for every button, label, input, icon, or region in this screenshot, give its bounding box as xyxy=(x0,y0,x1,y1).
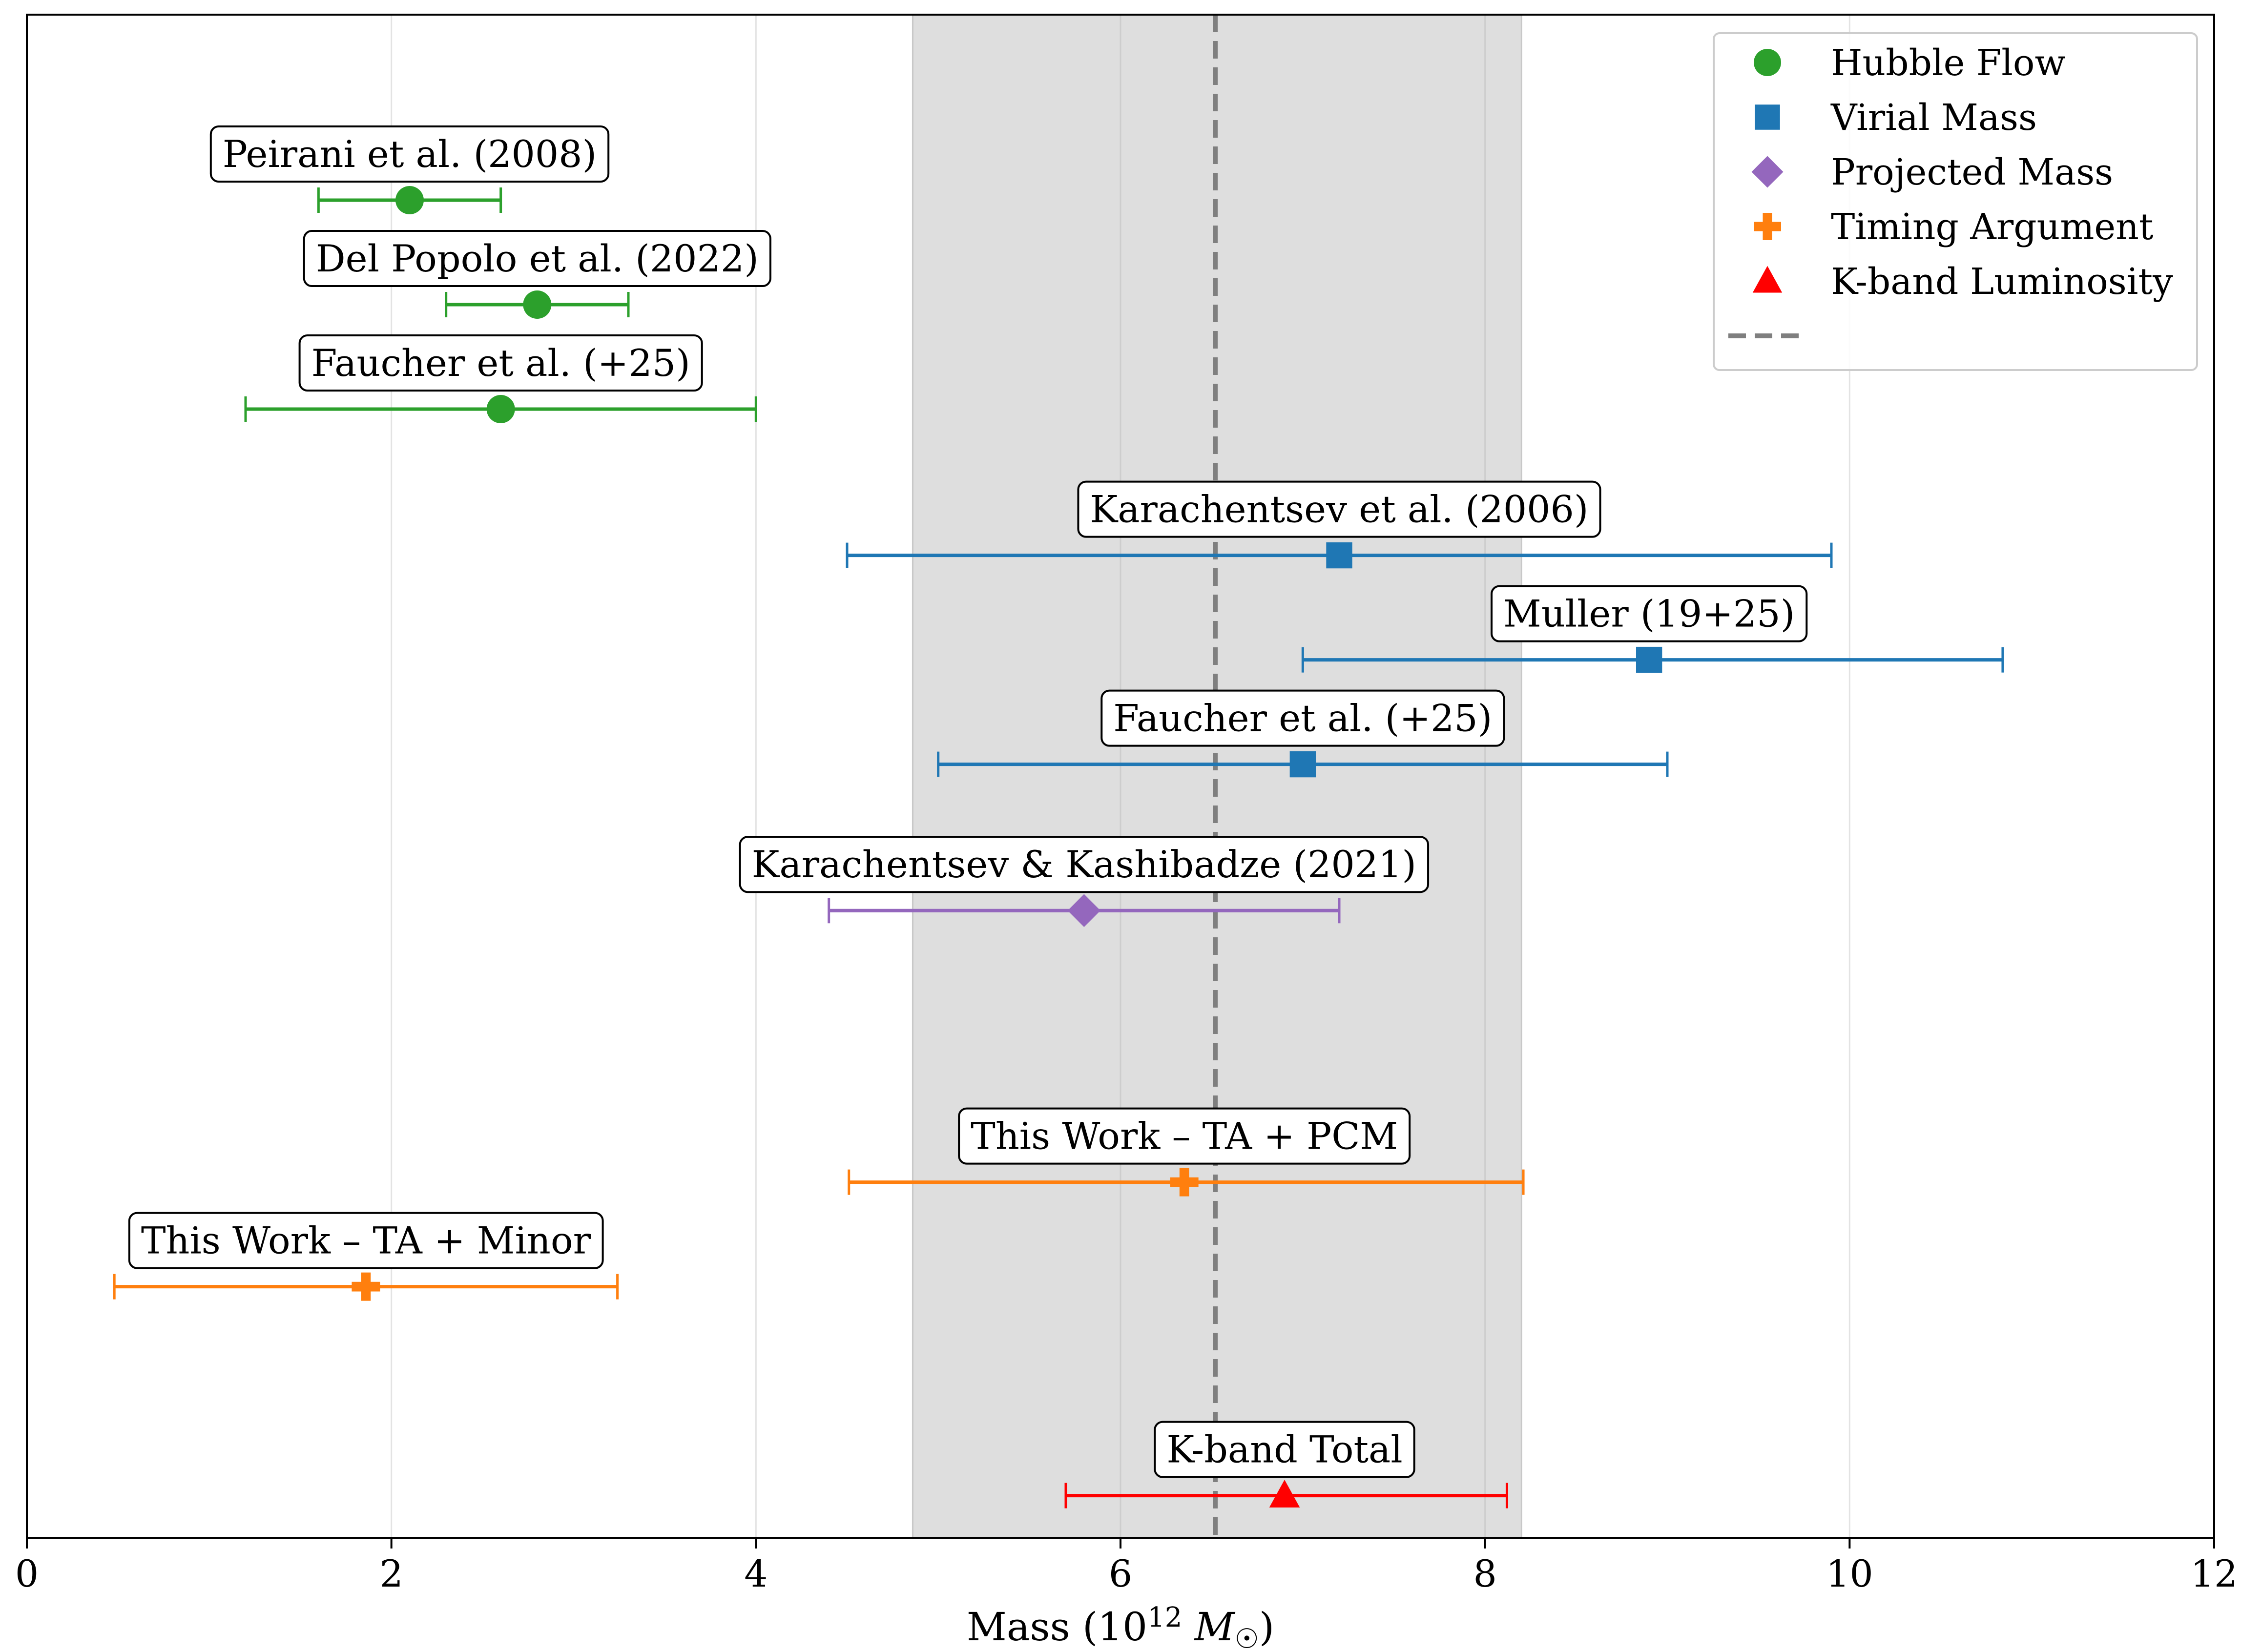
data-point: Del Popolo et al. (2022) xyxy=(303,230,771,319)
point-label: Faucher et al. (+25) xyxy=(1100,689,1505,747)
point-label: Faucher et al. (+25) xyxy=(298,334,703,392)
legend-marker xyxy=(1751,156,1784,188)
point-marker xyxy=(1269,1480,1300,1507)
data-point: Peirani et al. (2008) xyxy=(209,125,610,214)
point-label: This Work – TA + Minor xyxy=(128,1212,604,1269)
point-label-box xyxy=(303,230,771,287)
point-label: This Work – TA + PCM xyxy=(958,1107,1411,1165)
point-label-text: Muller (19+25) xyxy=(1503,592,1795,636)
point-label-box xyxy=(128,1212,604,1269)
x-tick-label: 6 xyxy=(1109,1552,1132,1595)
point-label: K-band Total xyxy=(1154,1421,1415,1478)
data-point: Karachentsev & Kashibadze (2021) xyxy=(739,836,1430,927)
point-label: Karachentsev & Kashibadze (2021) xyxy=(739,836,1430,893)
point-label: Del Popolo et al. (2022) xyxy=(303,230,771,287)
x-tick-label: 8 xyxy=(1473,1552,1496,1595)
legend-label: K-band Luminosity xyxy=(1831,261,2173,303)
data-point: This Work – TA + PCM xyxy=(848,1107,1525,1197)
point-label-box xyxy=(1100,689,1505,747)
legend-item: Virial Mass xyxy=(1755,97,2037,139)
data-point: Faucher et al. (+25) xyxy=(937,689,1669,778)
legend-item: Hubble Flow xyxy=(1754,42,2066,84)
point-label-text: Peirani et al. (2008) xyxy=(223,132,597,176)
point-marker xyxy=(395,186,424,214)
x-tick-label: 4 xyxy=(744,1552,768,1595)
legend-label: Projected Mass xyxy=(1831,151,2113,193)
point-label-box xyxy=(298,334,703,392)
data-point: K-band Total xyxy=(1064,1421,1508,1508)
legend-marker xyxy=(1754,49,1781,76)
legend-label: Virial Mass xyxy=(1830,97,2037,139)
point-label-box xyxy=(209,125,610,183)
plot-area: Peirani et al. (2008) Del Popolo et al. (… xyxy=(26,14,2215,1539)
point-marker xyxy=(1289,751,1316,778)
point-label-text: Karachentsev & Kashibadze (2021) xyxy=(752,843,1416,886)
x-tick-label: 2 xyxy=(379,1552,403,1595)
point-label-box xyxy=(739,836,1430,893)
legend-label: Hubble Flow xyxy=(1831,42,2066,84)
point-marker xyxy=(352,1272,380,1301)
x-tick-label: 12 xyxy=(2191,1552,2238,1595)
point-label-text: Del Popolo et al. (2022) xyxy=(316,237,759,280)
point-marker xyxy=(1170,1168,1199,1197)
legend-item: Timing Argument xyxy=(1754,206,2154,248)
point-label-text: Faucher et al. (+25) xyxy=(1113,697,1492,740)
point-marker xyxy=(1636,646,1662,673)
point-label-box xyxy=(958,1107,1411,1165)
point-label-text: This Work – TA + PCM xyxy=(971,1115,1398,1158)
data-point: Karachentsev et al. (2006) xyxy=(846,480,1833,569)
data-points: Peirani et al. (2008) Del Popolo et al. (… xyxy=(113,125,2004,1508)
x-axis: 0 2 4 6 8 10 12 xyxy=(15,1538,2238,1595)
point-label-box xyxy=(1154,1421,1415,1478)
legend-box xyxy=(1713,32,2198,371)
point-marker xyxy=(523,290,552,319)
legend-item: Projected Mass xyxy=(1751,151,2113,193)
legend-item: K-band Luminosity xyxy=(1752,261,2173,303)
x-axis-title: Mass (1012 M☉) xyxy=(967,1602,1274,1652)
point-label: Peirani et al. (2008) xyxy=(209,125,610,183)
legend-marker xyxy=(1754,213,1781,241)
data-point: Faucher et al. (+25) xyxy=(244,334,757,423)
point-label: Karachentsev et al. (2006) xyxy=(1077,480,1601,538)
point-marker xyxy=(1326,542,1352,569)
legend-marker xyxy=(1755,104,1780,130)
x-tick-label: 0 xyxy=(15,1552,39,1595)
point-label-text: Karachentsev et al. (2006) xyxy=(1090,488,1588,531)
point-marker xyxy=(486,395,515,423)
data-point: This Work – TA + Minor xyxy=(113,1212,619,1301)
point-label-box xyxy=(1077,480,1601,538)
point-label-text: Faucher et al. (+25) xyxy=(311,341,690,385)
point-label-box xyxy=(1491,585,1808,642)
legend: Hubble Flow Virial Mass Projected Mass Timi… xyxy=(1713,32,2198,371)
x-tick-label: 10 xyxy=(1826,1552,1873,1595)
point-label-text: K-band Total xyxy=(1166,1428,1402,1471)
legend-label: Timing Argument xyxy=(1831,206,2154,248)
legend-marker xyxy=(1752,266,1783,293)
point-label: Muller (19+25) xyxy=(1491,585,1808,642)
data-point: Muller (19+25) xyxy=(1301,585,2004,673)
point-label-text: This Work – TA + Minor xyxy=(141,1219,591,1262)
point-marker xyxy=(1067,894,1100,927)
